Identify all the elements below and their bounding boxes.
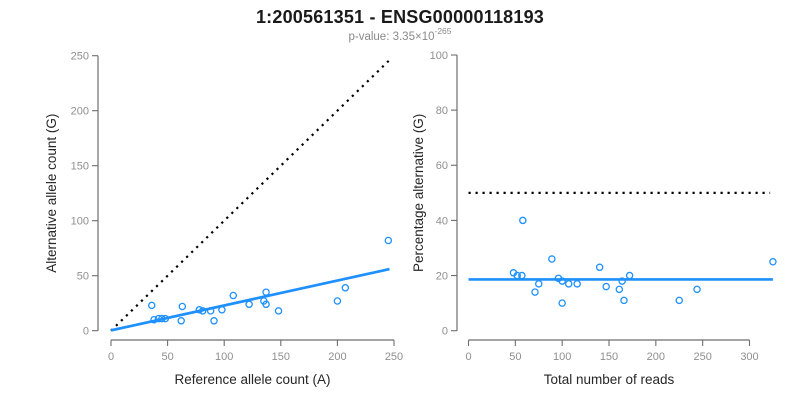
data-point [333,297,342,305]
x-tick-label: 100 [215,351,233,363]
x-tick-label: 0 [465,351,471,363]
data-point [602,282,610,291]
y-tick-label: 50 [77,271,89,283]
data-point [573,280,581,288]
left-plot: 0 50 100 150 200 250 0 50 100 150 200 250 Reference … [44,51,403,387]
x-tick-label: 0 [108,351,114,363]
y-axis-title: Percentage alternative (G) [411,114,426,272]
y-tick-label: 250 [71,51,89,63]
data-point [262,288,270,296]
data-point [620,296,628,305]
y-tick-label: 200 [71,106,89,118]
x-tick-label: 50 [161,351,173,363]
data-point [229,291,238,300]
data-point [341,284,350,292]
data-point [178,302,187,311]
data-point [245,300,253,309]
data-point [615,285,624,294]
y-tick-label: 40 [436,215,448,227]
data-point [625,271,634,280]
right-plot: 0 20 40 60 80 100 0 50 100 150 200 250 300 Total numb… [411,50,777,387]
data-point [148,301,156,310]
x-tick-label: 200 [647,351,665,363]
data-point [274,307,283,315]
data-point [675,296,684,305]
data-point [384,236,393,245]
data-point [218,306,226,314]
y-tick-label: 0 [83,326,89,338]
x-tick-label: 150 [272,351,290,363]
data-point [531,288,539,296]
fit-line [110,267,390,332]
data-point [769,258,777,266]
y-tick-label: 80 [436,105,448,117]
data-point [518,271,526,280]
data-point [535,280,543,288]
data-point [558,299,566,307]
y-tick-label: 20 [436,270,448,282]
data-point [513,271,521,280]
x-tick-label: 250 [693,351,711,363]
x-tick-label: 100 [553,351,571,363]
y-tick-label: 150 [71,161,89,173]
x-tick-label: 250 [385,351,403,363]
y-tick-label: 0 [442,326,448,338]
data-point [177,317,185,325]
data-point [206,307,215,315]
x-tick-label: 200 [328,351,346,363]
data-point [693,285,701,294]
data-point [548,255,556,263]
data-point [210,317,218,325]
data-point [564,280,573,288]
y-tick-label: 100 [430,50,448,62]
data-point [161,314,170,323]
data-point [618,277,626,285]
data-point [558,277,566,285]
x-tick-label: 50 [509,351,521,363]
pvalue-text: p-value: 3.35×10 [348,30,435,43]
x-tick-label: 300 [740,351,758,363]
chart-title: 1:200561351 - ENSG00000118193 [255,7,545,27]
dotted-reference-line [110,58,392,332]
x-axis-title: Total number of reads [544,372,675,387]
data-point [150,315,158,324]
data-point [195,306,204,314]
data-point [595,263,604,272]
x-tick-label: 150 [600,351,618,363]
data-point [198,307,207,315]
data-point [158,314,166,323]
x-axis-title: Reference allele count (A) [174,372,330,387]
data-point [519,216,527,225]
pvalue-exponent: -265 [434,26,452,36]
y-axis-title: Alternative allele count (G) [44,114,59,273]
y-tick-label: 60 [436,160,448,172]
data-point [262,300,270,309]
y-tick-label: 100 [71,216,89,228]
chart-subtitle: p-value: 3.35×10-265 [0,26,800,43]
